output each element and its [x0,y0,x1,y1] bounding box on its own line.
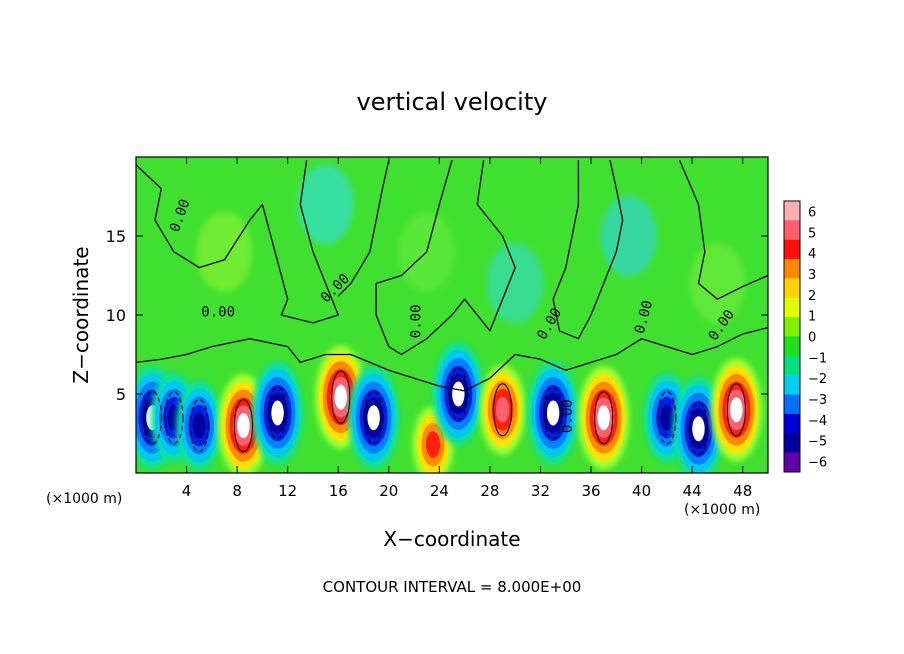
zero-contour-0 [136,160,339,324]
colorbar-label-9: −3 [808,393,827,408]
cell-contour-5 [331,370,351,424]
x-tick-label-7: 32 [531,482,550,500]
colorbar-swatch-10 [784,394,800,415]
cell-14-band-5 [730,397,743,423]
cell-contour-0 [142,391,162,445]
y-tick-label-0: 5 [116,385,126,404]
y-tick-label-1: 10 [106,306,126,325]
cell-contour-12 [657,391,677,445]
colorbar-swatch-4 [784,278,800,299]
colorbar-label-6: 0 [808,331,816,346]
colorbar-swatch-5 [784,297,800,318]
cell-12-band-4 [660,404,674,431]
colorbar-swatch-13 [784,452,800,473]
cell-contour-11 [594,391,614,445]
x-tick-label-0: 4 [182,482,192,500]
cell-contour-1 [164,391,184,445]
cell-7-band-3 [425,431,441,458]
chart-title: vertical velocity [356,88,548,116]
cell-8-band-5 [452,381,465,407]
field-layer [136,164,763,473]
zero-contour-4 [337,160,390,297]
x-axis-label: X−coordinate [383,527,521,551]
colorbar-swatch-9 [784,375,800,396]
colorbar-label-8: −2 [808,372,827,387]
colorbar-swatch-3 [784,259,800,279]
cell-contour-8 [448,367,468,421]
faint-cell-0 [196,211,253,292]
contour-label-3: 0.00 [408,304,424,338]
y-axis-label: Z−coordinate [69,246,93,384]
cell-13-band-5 [692,416,705,442]
x-tick-label-4: 20 [379,482,398,500]
colorbar-swatch-11 [784,413,800,434]
colorbar-swatch-8 [784,355,800,376]
colorbar-label-7: −1 [808,351,827,366]
cell-contour-3 [233,399,253,453]
faint-cell-1 [297,164,354,245]
colorbar-label-11: −5 [808,435,827,450]
cell-5-band-5 [334,384,347,410]
x-tick-label-1: 8 [232,482,242,500]
cell-3-band-5 [237,413,250,439]
y-tick-label-2: 15 [106,227,126,246]
faint-cell-5 [689,243,746,324]
zero-contour-1 [375,159,516,356]
cell-contour-6 [364,391,384,445]
zero-contour-5 [678,159,768,300]
faint-cell-4 [600,196,657,276]
x-tick-label-8: 36 [581,482,600,500]
x-tick-label-10: 44 [683,482,702,500]
colorbar-label-3: 3 [808,268,816,283]
colorbar-label-0: 6 [808,205,816,220]
cell-contour-14 [726,383,746,437]
cell-6-band-5 [367,405,380,431]
colorbar-label-2: 4 [808,247,816,262]
cell-contour-13 [688,402,708,456]
x-tick-label-9: 40 [632,482,651,500]
x-tick-label-5: 24 [430,482,449,500]
cell-contour-9 [493,383,513,437]
cell-11-band-5 [597,405,610,431]
cell-contour-4 [268,386,288,440]
faint-cell-3 [487,243,544,324]
colorbar-swatch-2 [784,239,800,260]
zero-contour-3 [136,327,768,392]
contour-label-1: 0.00 [201,305,235,321]
colorbar-label-1: 5 [808,226,816,241]
x-tick-label-11: 48 [733,482,752,500]
zero-contour-2 [552,160,624,340]
colorbar-swatch-0 [784,201,800,221]
x-unit-left: (×1000 m) [46,491,123,507]
cell-contour-2 [189,399,209,453]
colorbar-label-10: −4 [808,414,827,429]
cell-9-band-4 [495,396,510,423]
cell-contour-10 [543,386,563,440]
colorbar-label-5: 1 [808,310,816,325]
colorbar-swatch-7 [784,336,800,357]
x-unit-right: (×1000 m) [684,502,761,518]
contour-label-7: 0.00 [560,399,576,433]
cell-2-band-4 [192,412,206,439]
colorbar-swatch-1 [784,220,800,241]
x-tick-label-6: 28 [480,482,499,500]
colorbar-label-12: −6 [808,456,827,471]
x-tick-label-3: 16 [329,482,348,500]
x-tick-label-2: 12 [278,482,297,500]
colorbar-swatch-6 [784,317,800,337]
colorbar-label-4: 2 [808,289,816,304]
cell-4-band-5 [271,400,284,426]
contour-interval-note: CONTOUR INTERVAL = 8.000E+00 [322,578,582,596]
colorbar-frame [783,200,801,473]
colorbar-swatch-12 [784,433,800,454]
cell-10-band-5 [546,400,560,426]
